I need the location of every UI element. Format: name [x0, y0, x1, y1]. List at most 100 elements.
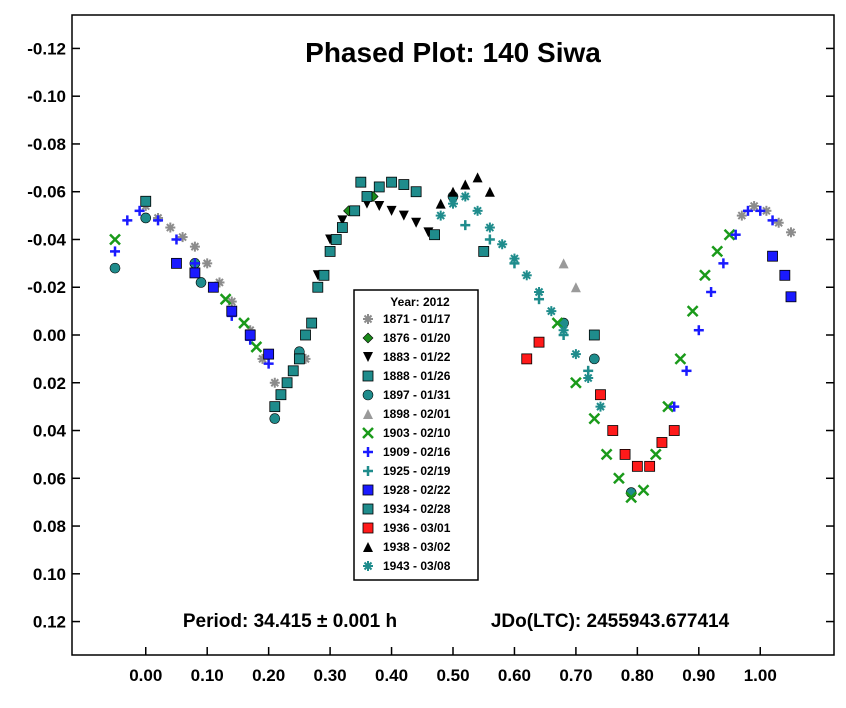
data-point: [110, 246, 121, 257]
axis-tick-labels: 0.00 0.10 0.20 0.30 0.40 0.50 0.60 0.70 0.80 0.90…: [27, 39, 777, 685]
data-point: [534, 287, 545, 298]
data-point: [588, 329, 600, 341]
data-point: [558, 258, 569, 269]
chart-title: Phased Plot: 140 Siwa: [305, 37, 601, 68]
legend-entry-label: 1897 - 01/31: [383, 388, 451, 402]
series: [171, 250, 797, 360]
legend-entry-label: 1943 - 03/08: [383, 559, 451, 573]
axis-ticks: [72, 47, 834, 655]
data-point: [669, 401, 680, 412]
epoch-label: JDo(LTC): 2455943.677414: [491, 611, 730, 632]
data-point: [122, 215, 133, 226]
data-point: [429, 229, 440, 241]
data-point: [287, 365, 299, 377]
data-point: [202, 258, 213, 269]
data-point: [662, 400, 674, 413]
series: [558, 258, 581, 293]
legend-entry-label: 1888 - 01/26: [383, 369, 451, 383]
data-point: [189, 241, 200, 252]
x-tick-label: 0.50: [436, 666, 469, 685]
series: [109, 228, 736, 504]
data-point: [570, 349, 581, 360]
data-point: [600, 448, 613, 461]
data-point: [785, 291, 797, 303]
data-point: [497, 239, 508, 250]
legend-entry-label: 1876 - 01/20: [383, 331, 451, 345]
data-point: [361, 191, 373, 202]
data-point: [171, 257, 182, 269]
data-point: [668, 425, 680, 436]
x-tick-label: 0.90: [682, 666, 715, 685]
series: [269, 229, 600, 413]
data-point: [595, 389, 606, 401]
data-point: [779, 269, 791, 281]
legend-marker: [363, 314, 373, 324]
y-tick-label: 0.06: [33, 469, 66, 488]
data-point: [189, 267, 201, 279]
data-point: [355, 176, 367, 188]
legend-marker: [363, 352, 373, 362]
data-point: [521, 270, 532, 281]
data-point: [165, 222, 176, 233]
data-point: [718, 258, 729, 269]
data-point: [773, 217, 784, 228]
legend-entry-label: 1871 - 01/17: [383, 312, 451, 326]
data-point: [275, 389, 287, 401]
data-point: [656, 437, 668, 448]
data-point: [484, 186, 495, 197]
x-tick-label: 0.30: [314, 666, 347, 685]
legend-entry-label: 1898 - 02/01: [383, 407, 451, 421]
legend-marker: [363, 466, 373, 476]
data-point: [755, 205, 766, 216]
data-point: [171, 234, 182, 245]
data-point: [699, 269, 711, 282]
data-point: [410, 186, 422, 198]
data-point: [386, 176, 397, 188]
data-point: [761, 205, 772, 216]
data-point: [411, 217, 422, 228]
data-point: [269, 401, 281, 413]
data-point: [318, 269, 330, 281]
data-point: [558, 325, 569, 336]
legend-marker: [362, 427, 374, 439]
y-tick-label: -0.02: [27, 278, 66, 297]
data-point: [484, 234, 495, 245]
data-point: [583, 372, 594, 383]
legend-entry-label: 1909 - 02/16: [383, 445, 451, 459]
data-point: [281, 377, 293, 389]
legend-entry-label: 1883 - 01/22: [383, 350, 451, 364]
legend-marker: [363, 447, 373, 457]
x-tick-label: 0.70: [559, 666, 592, 685]
data-point: [336, 222, 348, 233]
data-point: [238, 317, 250, 329]
y-tick-label: 0.04: [33, 422, 67, 441]
legend-entry-label: 1925 - 02/19: [383, 464, 451, 478]
legend-marker: [363, 561, 373, 571]
legend-entry-label: 1928 - 02/22: [383, 483, 451, 497]
data-point: [373, 181, 385, 193]
data-point: [546, 306, 557, 317]
data-point: [619, 449, 631, 460]
legend-marker: [363, 542, 373, 552]
data-point: [263, 348, 275, 360]
data-point: [207, 281, 219, 293]
data-point: [269, 413, 281, 424]
data-point: [589, 353, 600, 365]
data-point: [767, 215, 778, 226]
legend-entry-label: 1936 - 03/01: [383, 521, 451, 535]
x-tick-label: 0.00: [129, 666, 162, 685]
data-point: [140, 195, 152, 207]
data-point: [263, 358, 274, 369]
data-point: [509, 253, 520, 264]
y-tick-label: 0.12: [33, 613, 66, 632]
data-point: [686, 305, 699, 318]
data-point: [435, 210, 446, 221]
x-tick-label: 0.60: [498, 666, 531, 685]
series: [460, 220, 594, 376]
data-point: [374, 201, 385, 212]
data-point: [588, 412, 601, 425]
y-tick-label: 0.08: [33, 517, 66, 536]
legend-entries: 1871 - 01/17 1876 - 01/20 1883 - 01/22 1888…: [362, 312, 451, 573]
data-point: [730, 229, 741, 240]
data-point: [607, 425, 619, 436]
